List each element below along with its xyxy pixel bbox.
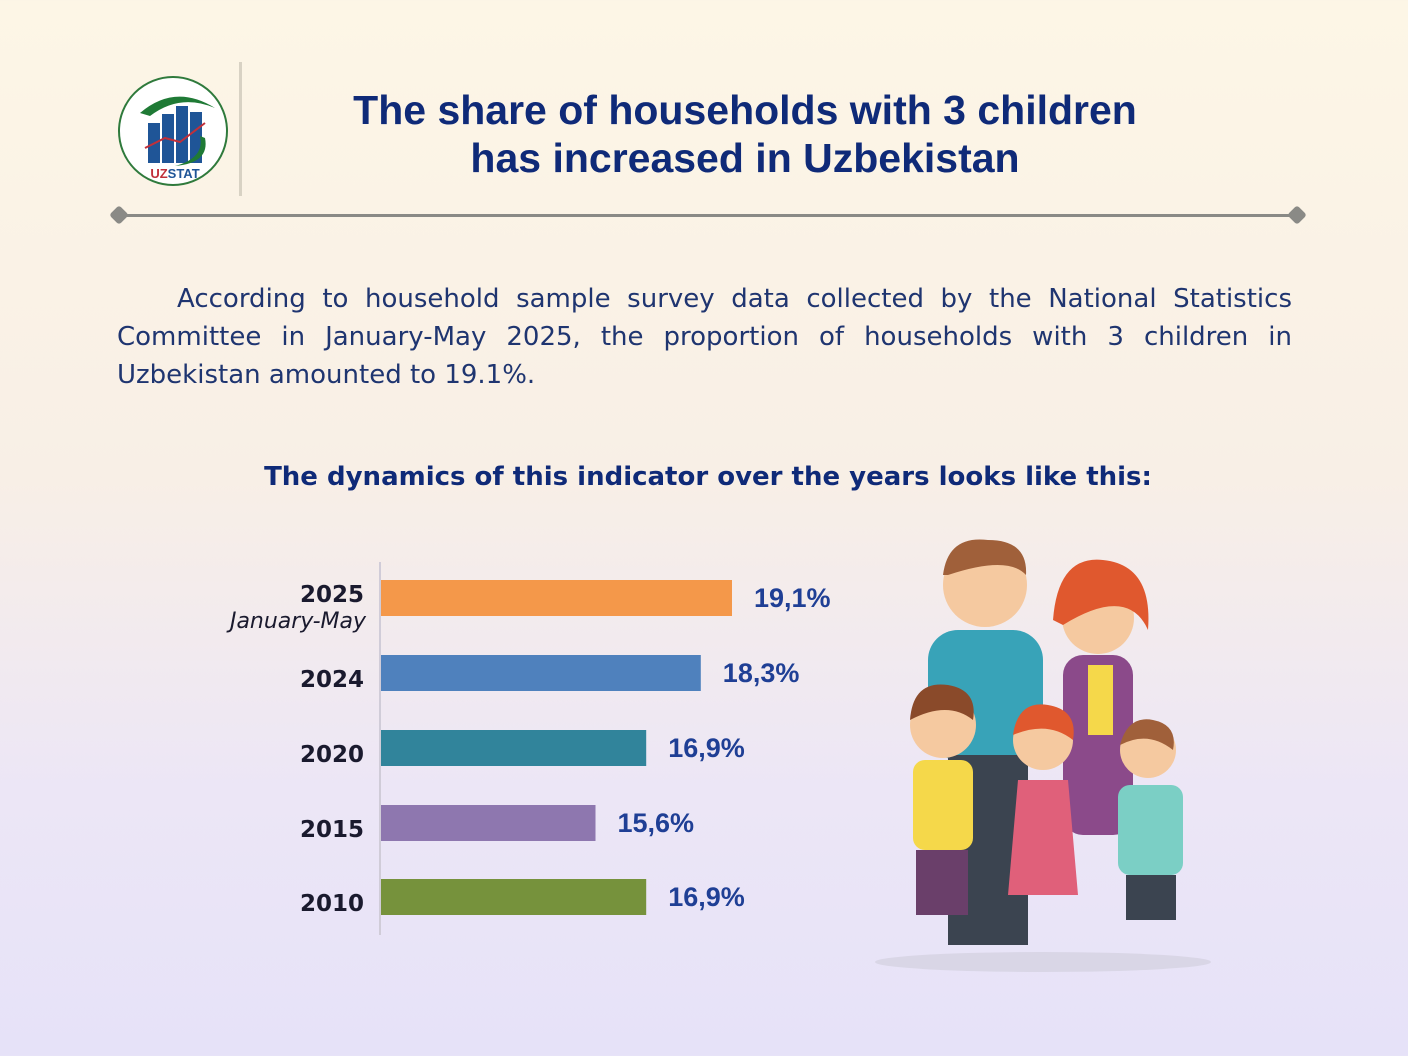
category-label-2024: 2024 [300, 667, 364, 693]
chart-subtitle: The dynamics of this indicator over the … [264, 462, 1152, 492]
header-divider [239, 62, 242, 196]
value-label-2015: 15,6% [618, 808, 695, 838]
category-label-2025: 2025 [300, 582, 364, 608]
value-label-2020: 16,9% [668, 733, 745, 763]
separator-end-right [1287, 205, 1307, 225]
page-title: The share of households with 3 children … [260, 86, 1230, 182]
separator-line [118, 214, 1298, 217]
value-label-2024: 18,3% [723, 658, 800, 688]
bar-2020 [381, 730, 647, 766]
category-label-2010: 2010 [300, 891, 364, 917]
svg-text:UZSTAT: UZSTAT [150, 166, 199, 181]
bar-2024 [381, 655, 701, 691]
value-label-2025: 19,1% [754, 583, 831, 613]
bar-2010 [381, 879, 647, 915]
category-label-2020: 2020 [300, 742, 364, 768]
bar-2015 [381, 805, 596, 841]
family-illustration [875, 539, 1211, 972]
title-line-2: has increased in Uzbekistan [470, 135, 1020, 181]
value-label-2010: 16,9% [668, 882, 745, 912]
uzstat-logo: UZSTAT [118, 76, 228, 186]
intro-paragraph: According to household sample survey dat… [117, 284, 1292, 390]
bar-2025 [381, 580, 732, 616]
title-line-1: The share of households with 3 children [353, 87, 1137, 133]
separator-end-left [109, 205, 129, 225]
category-sublabel-2025: January-May [226, 609, 367, 634]
category-label-2015: 2015 [300, 817, 364, 843]
